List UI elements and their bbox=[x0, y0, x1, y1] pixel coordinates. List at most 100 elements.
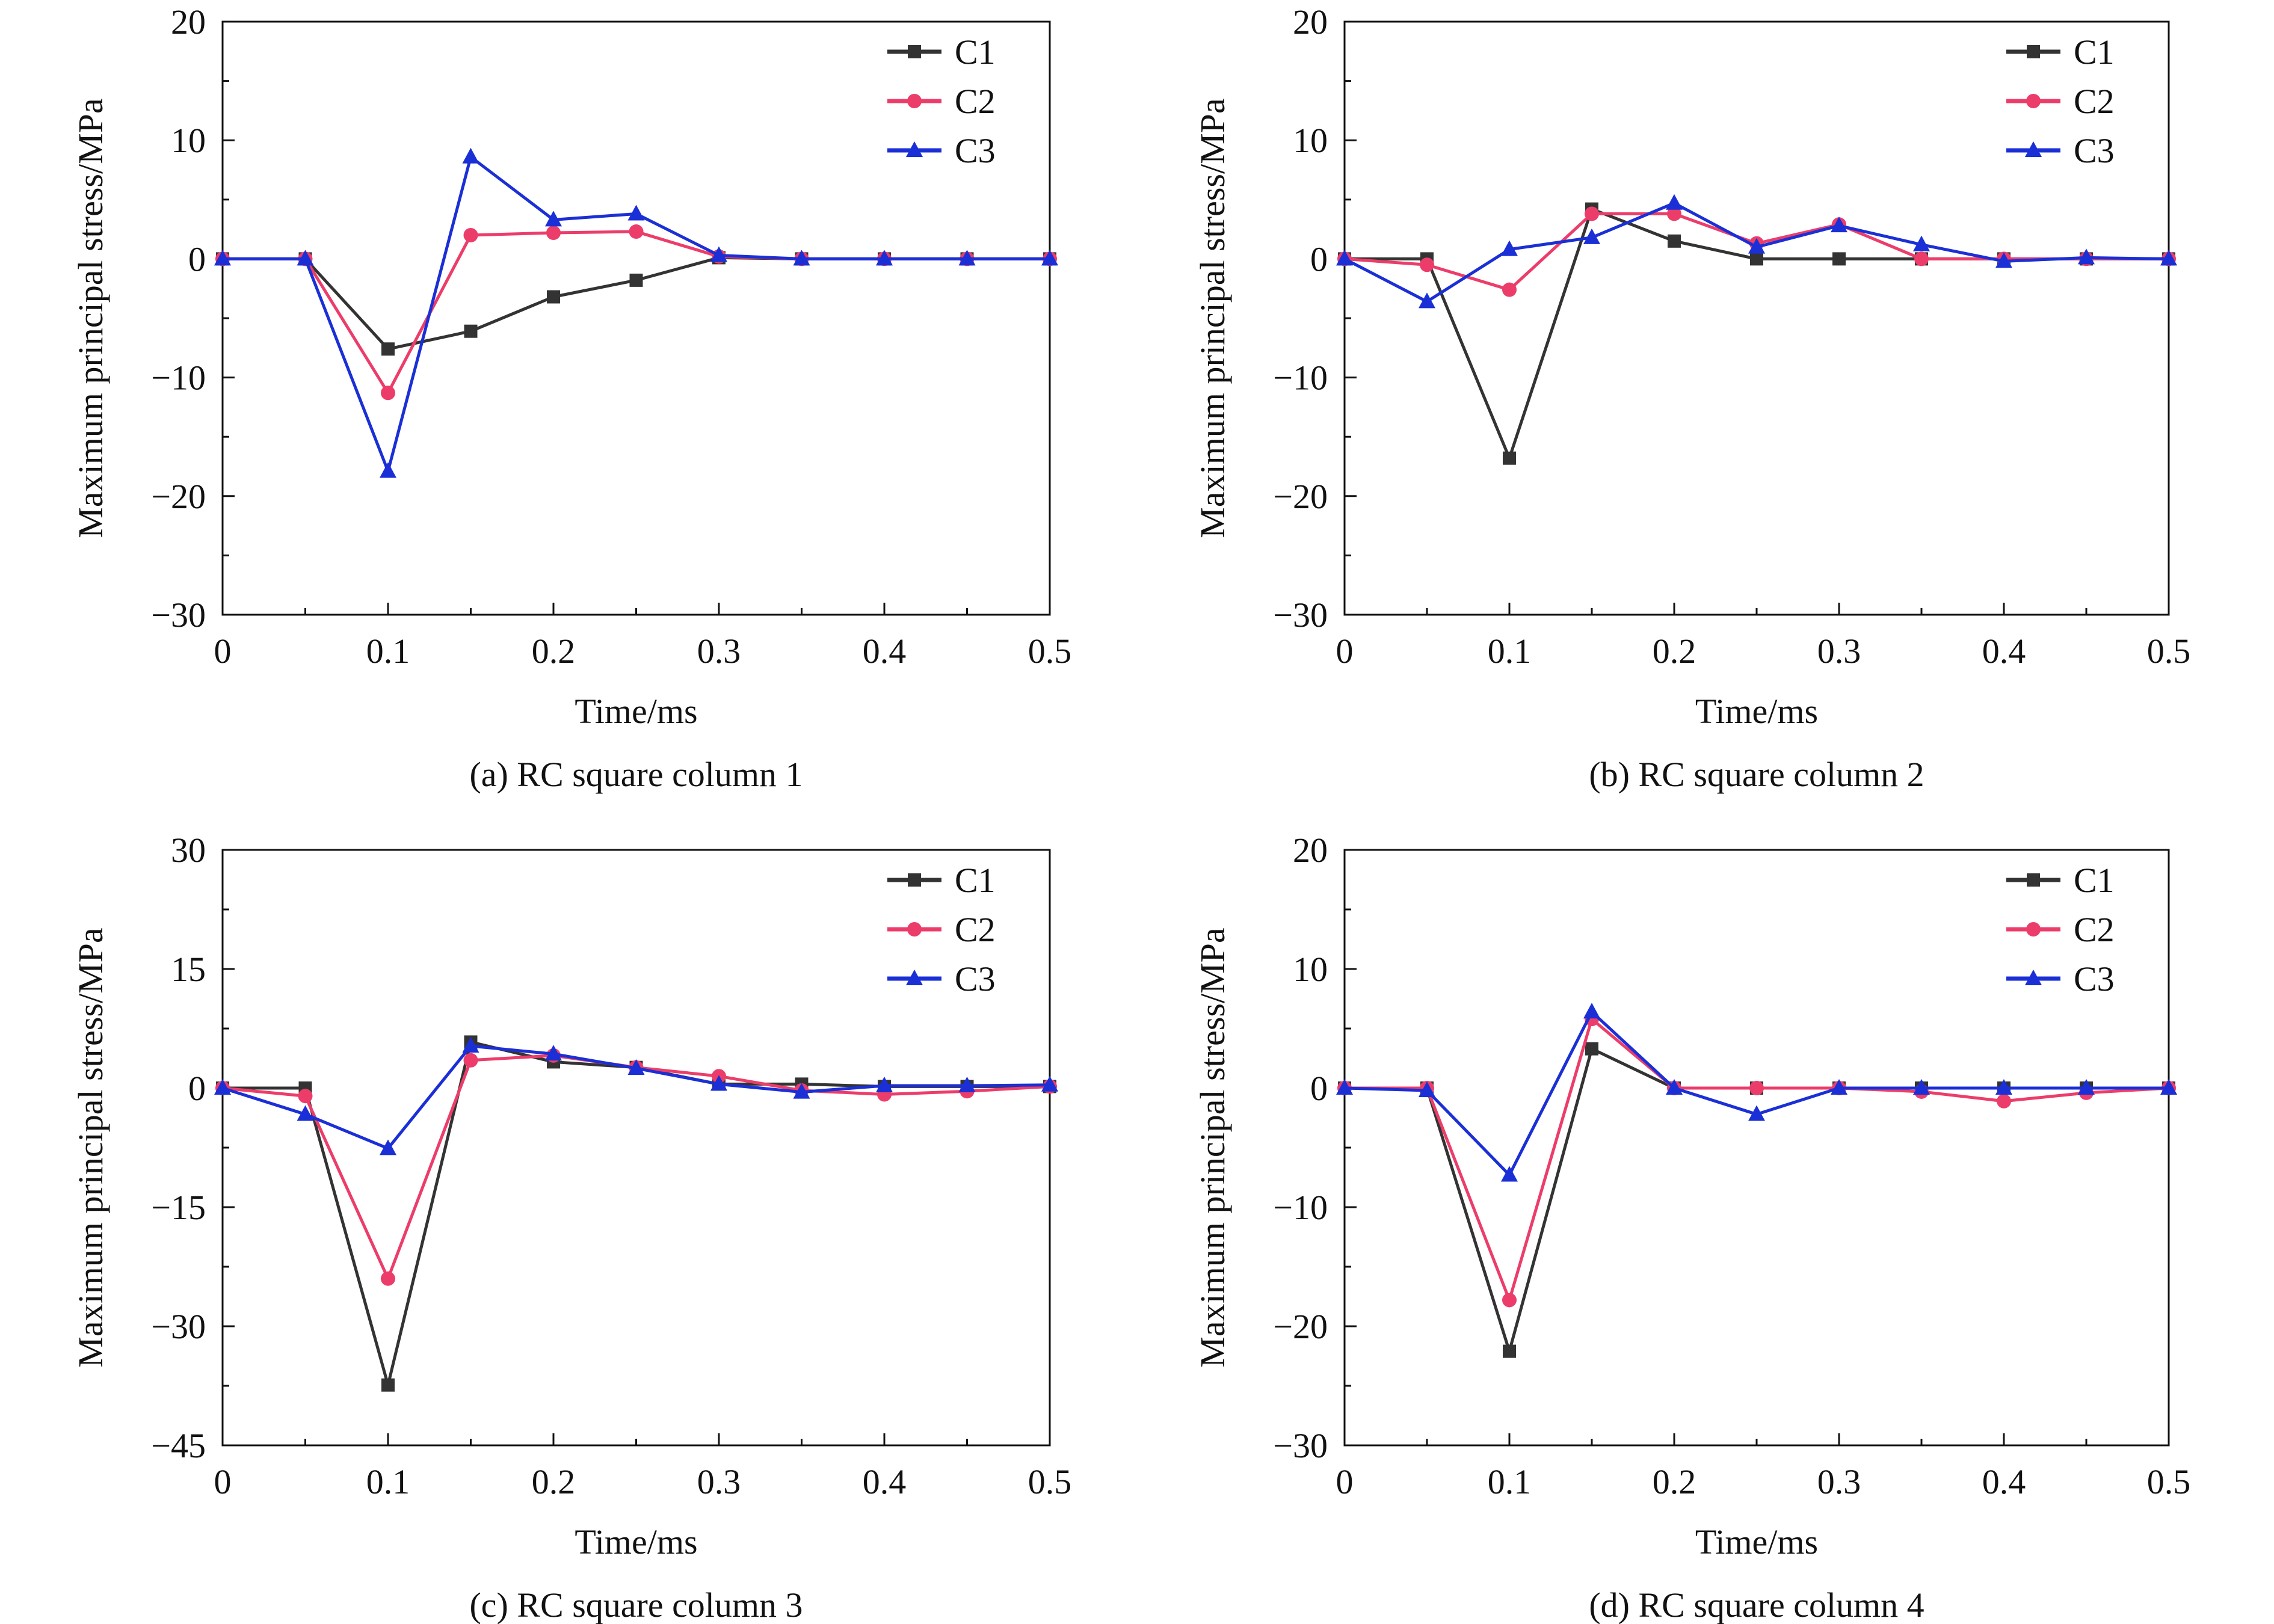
data-point-c2 bbox=[1997, 1093, 2011, 1109]
y-tick-label: 20 bbox=[171, 2, 206, 42]
legend-marker-c3 bbox=[906, 970, 923, 985]
data-point-c3 bbox=[627, 205, 645, 221]
data-point-c2 bbox=[1502, 282, 1517, 297]
x-tick-label: 0.4 bbox=[1982, 632, 2026, 671]
legend-marker-c2 bbox=[2026, 94, 2041, 108]
x-tick-label: 0.5 bbox=[2147, 1462, 2191, 1501]
legend-label-c1: C1 bbox=[2074, 32, 2115, 72]
legend: C1 C2 C3 bbox=[2006, 861, 2115, 998]
y-tick-label: −30 bbox=[151, 595, 206, 635]
x-tick-label: 0.2 bbox=[532, 632, 576, 671]
y-tick-label: −20 bbox=[151, 477, 206, 516]
y-tick-label: −30 bbox=[1273, 595, 1328, 635]
data-point-c2 bbox=[1667, 206, 1681, 221]
legend-label-c2: C2 bbox=[2074, 910, 2115, 949]
data-point-c3 bbox=[462, 147, 479, 164]
data-point-c3 bbox=[380, 462, 396, 478]
data-point-c3 bbox=[1419, 292, 1435, 309]
legend-marker-c3 bbox=[2025, 141, 2042, 157]
data-point-c3 bbox=[1913, 1079, 1930, 1095]
legend: C1 C2 C3 bbox=[887, 861, 996, 998]
panel-caption: (c) RC square column 3 bbox=[469, 1586, 803, 1624]
data-point-c1 bbox=[381, 1378, 395, 1392]
data-point-c3 bbox=[2078, 248, 2095, 265]
y-tick-label: −45 bbox=[151, 1426, 206, 1465]
data-point-c2 bbox=[1502, 1293, 1517, 1308]
y-tick-label: −10 bbox=[1273, 358, 1328, 398]
data-point-c3 bbox=[1501, 1166, 1518, 1182]
data-point-c3 bbox=[876, 250, 893, 266]
x-tick-label: 0 bbox=[1336, 1462, 1354, 1501]
data-point-c1 bbox=[629, 273, 643, 287]
y-tick-label: −15 bbox=[151, 1188, 206, 1227]
legend-marker-c1 bbox=[908, 45, 921, 58]
legend-label-c3: C3 bbox=[2074, 959, 2115, 998]
y-tick-label: 0 bbox=[1310, 239, 1328, 278]
data-point-c3 bbox=[793, 250, 810, 266]
x-tick-label: 0.1 bbox=[366, 1462, 410, 1501]
legend-marker-c3 bbox=[906, 141, 923, 157]
data-point-c3 bbox=[1748, 238, 1765, 254]
y-axis-label: Maximum principal stress/MPa bbox=[1193, 98, 1232, 538]
plot-frame bbox=[221, 20, 1051, 616]
data-point-c2 bbox=[1585, 206, 1599, 221]
data-point-c1 bbox=[1503, 1344, 1516, 1358]
x-tick-label: 0 bbox=[214, 1462, 232, 1501]
y-tick-label: −20 bbox=[1273, 477, 1328, 516]
data-point-c2 bbox=[1749, 1081, 1764, 1095]
y-tick-label: 10 bbox=[1293, 121, 1328, 160]
legend-marker-c2 bbox=[907, 922, 922, 937]
x-tick-label: 0.3 bbox=[697, 632, 741, 671]
data-point-c3 bbox=[2160, 250, 2177, 266]
x-tick-label: 0.4 bbox=[1982, 1462, 2026, 1501]
legend-marker-c3 bbox=[2025, 970, 2042, 985]
data-point-c2 bbox=[463, 227, 478, 242]
legend-label-c1: C1 bbox=[955, 32, 996, 72]
legend-label-c2: C2 bbox=[955, 82, 996, 121]
x-tick-label: 0.5 bbox=[2147, 632, 2191, 671]
y-tick-label: −10 bbox=[151, 358, 206, 398]
plot-frame bbox=[1343, 849, 2170, 1447]
legend-label-c2: C2 bbox=[955, 910, 996, 949]
y-tick-label: 0 bbox=[188, 239, 206, 278]
data-point-c3 bbox=[297, 1105, 314, 1121]
legend: C1 C2 C3 bbox=[2006, 32, 2115, 170]
legend-marker-c1 bbox=[2027, 873, 2040, 887]
data-point-c3 bbox=[1041, 1075, 1058, 1092]
chart-panel-1: 0 0.1 0.2 0.3 0.4 0.5 −30 −20 −10 0 10 20 Time/ms Max… bbox=[71, 2, 1071, 794]
y-axis-label: Maximum principal stress/MPa bbox=[1193, 927, 1232, 1367]
x-tick-label: 0.2 bbox=[1653, 1462, 1696, 1501]
legend-marker-c2 bbox=[2026, 922, 2041, 937]
x-tick-label: 0.2 bbox=[1653, 632, 1696, 671]
series-line-c3 bbox=[223, 155, 1050, 473]
data-point-c3 bbox=[545, 1045, 562, 1061]
plot-frame bbox=[1343, 20, 2170, 616]
y-tick-label: 20 bbox=[1293, 831, 1328, 870]
data-point-c3 bbox=[1501, 240, 1518, 256]
chart-panel-4: 0 0.1 0.2 0.3 0.4 0.5 −30 −20 −10 0 10 20 Time/ms Max… bbox=[1193, 831, 2190, 1624]
y-tick-label: 30 bbox=[171, 831, 206, 870]
series-line-c1 bbox=[223, 256, 1050, 351]
data-point-c3 bbox=[1995, 1079, 2012, 1095]
x-tick-label: 0 bbox=[1336, 632, 1354, 671]
y-tick-label: 10 bbox=[1293, 950, 1328, 989]
x-tick-label: 0.5 bbox=[1028, 632, 1072, 671]
x-tick-label: 0.1 bbox=[366, 632, 410, 671]
data-point-c3 bbox=[545, 211, 562, 227]
y-tick-label: 20 bbox=[1293, 2, 1328, 42]
x-axis-label: Time/ms bbox=[1695, 1522, 1818, 1561]
x-axis-label: Time/ms bbox=[1695, 692, 1818, 731]
legend-marker-c2 bbox=[907, 94, 922, 108]
data-point-c3 bbox=[214, 1079, 231, 1095]
legend-label-c2: C2 bbox=[2074, 82, 2115, 121]
x-tick-label: 0.2 bbox=[532, 1462, 576, 1501]
data-point-c3 bbox=[1419, 1081, 1435, 1097]
data-point-c3 bbox=[1831, 217, 1847, 233]
chart-panel-3: 0 0.1 0.2 0.3 0.4 0.5 −45 −30 −15 0 15 30 Time/ms Max… bbox=[71, 831, 1071, 1624]
data-point-c3 bbox=[1583, 228, 1600, 244]
x-tick-label: 0.4 bbox=[863, 632, 907, 671]
data-point-c3 bbox=[462, 1037, 479, 1053]
legend: C1 C2 C3 bbox=[887, 32, 996, 170]
data-point-c3 bbox=[297, 250, 314, 266]
